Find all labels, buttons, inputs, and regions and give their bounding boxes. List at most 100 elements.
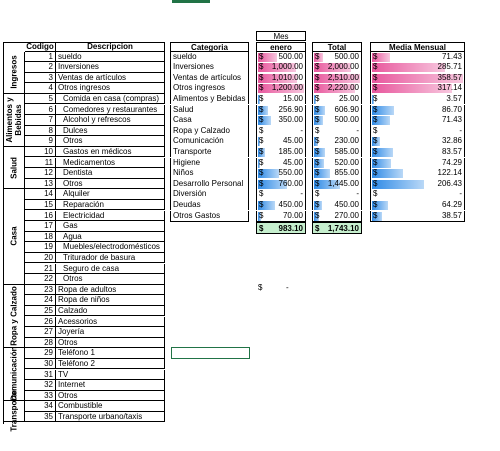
media-cell[interactable]: $285.71 [370,62,465,73]
table-row-description[interactable]: Dulces [56,125,165,137]
table-row-description[interactable]: Otros [56,337,165,349]
enero-cell[interactable]: $1,010.00 [256,72,306,84]
media-cell[interactable]: $86.70 [370,104,465,116]
media-cell[interactable]: $358.57 [370,72,465,84]
table-row-description[interactable]: Comida en casa (compras) [56,93,165,105]
table-row-description[interactable]: Ropa de niños [56,295,165,306]
media-cell[interactable]: $206.43 [370,178,465,190]
table-row-description[interactable]: Transporte urbano/taxis [56,411,165,423]
total-total[interactable]: $1,743.10 [312,222,362,234]
media-cell[interactable]: $ - [370,125,465,137]
table-row-description[interactable]: Otros [56,178,165,190]
category-cell[interactable]: Higiene [170,157,249,169]
table-row-description[interactable]: Alcohol y refrescos [56,115,165,126]
table-row-description[interactable]: Reparación [56,199,165,211]
category-cell[interactable]: sueldo [170,51,249,63]
enero-cell[interactable]: $500.00 [256,51,306,63]
table-row-description[interactable]: Combustible [56,401,165,412]
category-cell[interactable]: Desarrollo Personal [170,178,249,190]
category-cell[interactable]: Transporte [170,146,249,158]
total-cell[interactable]: $2,000.00 [312,62,362,73]
total-cell[interactable]: $500.00 [312,51,362,63]
total-cell[interactable]: $855.00 [312,168,362,179]
table-row-description[interactable]: Ropa de adultos [56,284,165,296]
total-cell[interactable]: $230.00 [312,136,362,147]
category-cell[interactable]: Otros Gastos [170,210,249,222]
table-row-description[interactable]: Teléfono 1 [56,348,165,359]
enero-cell[interactable]: $185.00 [256,146,306,158]
table-row-description[interactable]: Alquiler [56,189,165,200]
total-cell[interactable]: $585.00 [312,146,362,158]
category-cell[interactable]: Inversiones [170,62,249,73]
category-cell[interactable]: Casa [170,115,249,126]
table-row-description[interactable]: Triturador de basura [56,252,165,264]
total-cell[interactable]: $ - [312,189,362,200]
media-cell[interactable]: $122.14 [370,168,465,179]
total-cell[interactable]: $2,510.00 [312,72,362,84]
category-cell[interactable]: Deudas [170,199,249,211]
category-cell[interactable]: Comunicación [170,136,249,147]
table-row-description[interactable]: Teléfono 2 [56,358,165,370]
table-row-description[interactable]: Medicamentos [56,157,165,169]
total-cell[interactable]: $500.00 [312,115,362,126]
enero-cell[interactable]: $550.00 [256,168,306,179]
table-row-description[interactable]: Otros [56,274,165,285]
table-row-description[interactable]: Dentista [56,168,165,179]
table-row-description[interactable]: Comedores y restaurantes [56,104,165,116]
table-row-description[interactable]: Calzado [56,305,165,317]
table-row-description[interactable]: Agua [56,231,165,243]
enero-cell[interactable]: $1,200.00 [256,83,306,94]
enero-cell[interactable]: $15.00 [256,93,306,105]
table-row-description[interactable]: Gastos en médicos [56,146,165,158]
enero-cell[interactable]: $350.00 [256,115,306,126]
table-row-description[interactable]: Electricidad [56,210,165,222]
media-cell[interactable]: $32.86 [370,136,465,147]
selected-cell[interactable] [171,347,250,359]
enero-cell[interactable]: $1,000.00 [256,62,306,73]
media-cell[interactable]: $71.43 [370,51,465,63]
category-cell[interactable]: Diversión [170,189,249,200]
total-cell[interactable]: $606.90 [312,104,362,116]
enero-cell[interactable]: $45.00 [256,136,306,147]
table-row-description[interactable]: Otros ingresos [56,83,165,94]
media-cell[interactable]: $64.29 [370,199,465,211]
category-cell[interactable]: Salud [170,104,249,116]
media-cell[interactable]: $74.29 [370,157,465,169]
total-cell[interactable]: $270.00 [312,210,362,222]
enero-cell[interactable]: $ - [256,125,306,137]
media-cell[interactable]: $ - [370,189,465,200]
table-row-description[interactable]: Gas [56,221,165,232]
table-row-description[interactable]: Ventas de artículos [56,72,165,84]
category-cell[interactable]: Ventas de artículos [170,72,249,84]
media-cell[interactable]: $83.57 [370,146,465,158]
table-row-description[interactable]: Muebles/electrodomésticos [56,242,165,253]
total-cell[interactable]: $ - [312,125,362,137]
enero-cell[interactable]: $760.00 [256,178,306,190]
total-cell[interactable]: $25.00 [312,93,362,105]
enero-cell[interactable]: $45.00 [256,157,306,169]
enero-cell[interactable]: $70.00 [256,210,306,222]
total-cell[interactable]: $2,220.00 [312,83,362,94]
enero-cell[interactable]: $ - [256,189,306,200]
enero-cell[interactable]: $256.90 [256,104,306,116]
total-cell[interactable]: $1,445.00 [312,178,362,190]
category-cell[interactable]: Otros ingresos [170,83,249,94]
media-cell[interactable]: $317.14 [370,83,465,94]
total-enero[interactable]: $983.10 [256,222,306,234]
category-cell[interactable]: Alimentos y Bebidas [170,93,249,105]
table-row-description[interactable]: Internet [56,380,165,391]
category-cell[interactable]: Ropa y Calzado [170,125,249,137]
table-row-description[interactable]: Seguro de casa [56,263,165,275]
total-cell[interactable]: $520.00 [312,157,362,169]
enero-cell[interactable]: $450.00 [256,199,306,211]
table-row-description[interactable]: Otros [56,390,165,402]
media-cell[interactable]: $38.57 [370,210,465,222]
table-row-description[interactable]: Acessorios [56,316,165,328]
category-cell[interactable]: Niños [170,168,249,179]
media-cell[interactable]: $3.57 [370,93,465,105]
table-row-description[interactable]: TV [56,369,165,381]
media-cell[interactable]: $71.43 [370,115,465,126]
table-row-description[interactable]: Joyería [56,327,165,338]
table-row-description[interactable]: Inversiones [56,62,165,73]
table-row-description[interactable]: sueldo [56,51,165,63]
